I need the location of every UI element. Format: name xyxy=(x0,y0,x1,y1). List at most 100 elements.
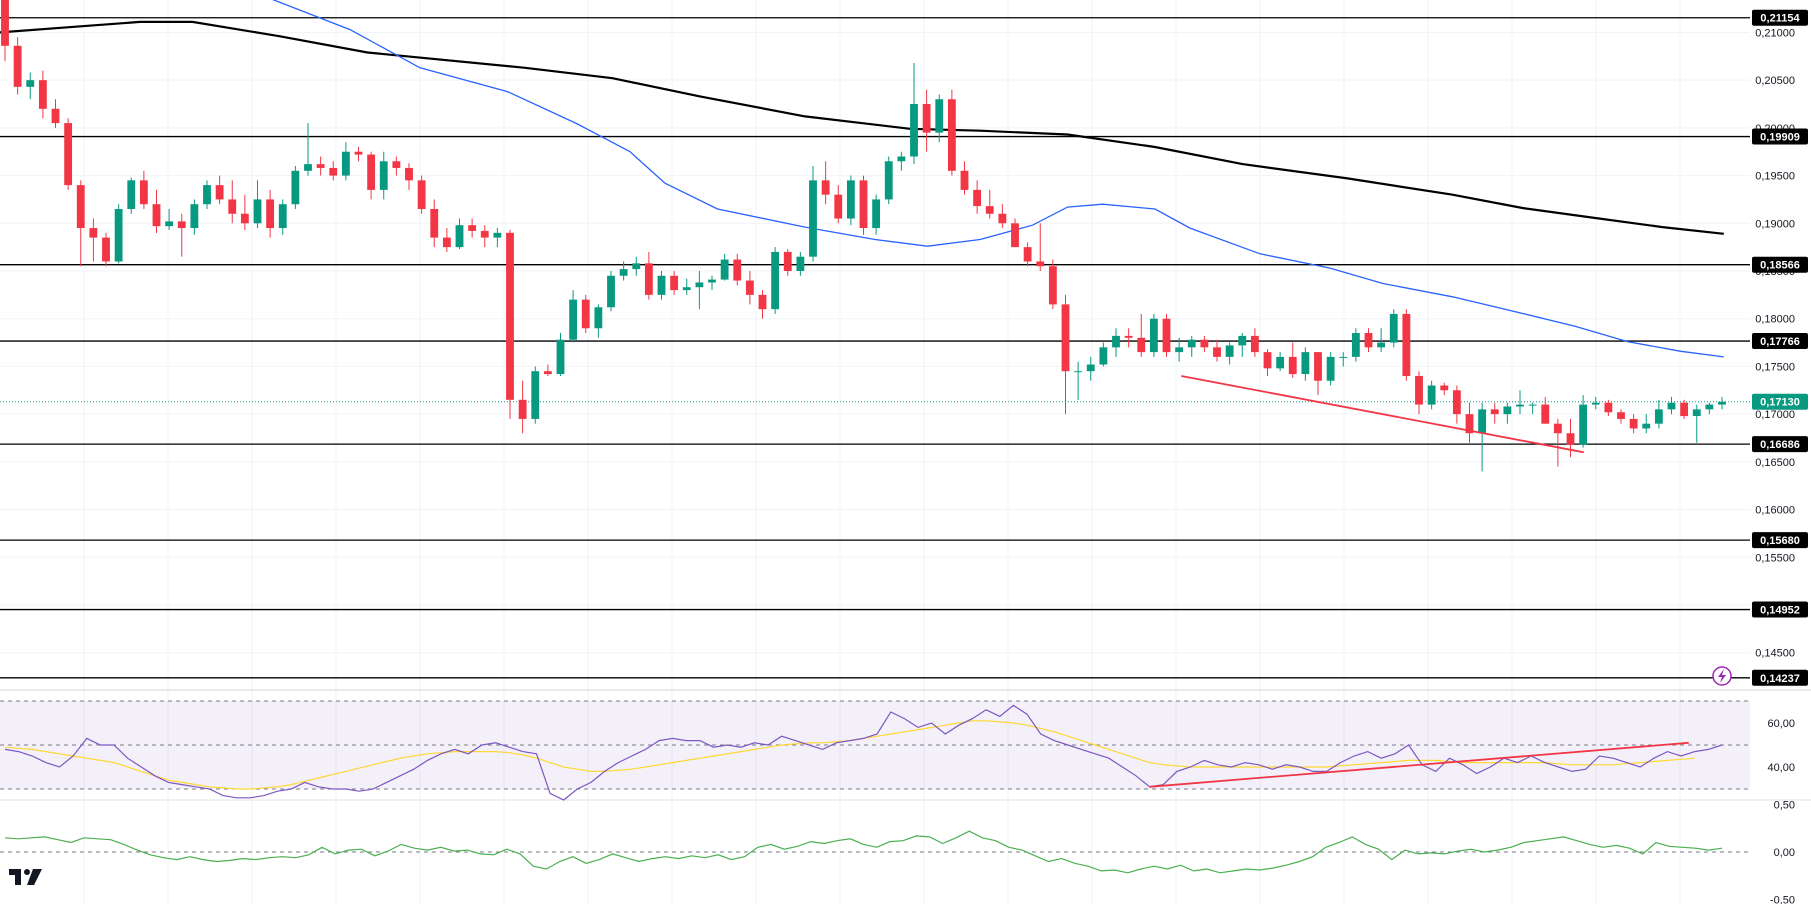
candle xyxy=(708,275,716,291)
candle xyxy=(758,290,767,319)
price-tick-label: 0,18000 xyxy=(1755,314,1795,326)
level-label-text: 0,19909 xyxy=(1760,132,1800,144)
candle-body xyxy=(1617,412,1625,419)
candle xyxy=(897,151,906,171)
candle xyxy=(64,118,73,190)
candle-body xyxy=(379,161,388,190)
candle xyxy=(1389,309,1398,348)
candle xyxy=(1124,328,1133,348)
candle xyxy=(1427,380,1436,410)
candle-body xyxy=(51,108,60,124)
candle xyxy=(657,271,666,300)
candle-body xyxy=(998,213,1007,224)
candle xyxy=(518,380,527,434)
candle xyxy=(1604,399,1613,417)
candle xyxy=(632,256,641,276)
candle-body xyxy=(354,151,363,155)
level-label-bg xyxy=(1752,9,1808,26)
candle-body xyxy=(405,167,413,181)
candle xyxy=(442,228,451,252)
candle xyxy=(13,37,22,95)
candle-body xyxy=(1680,402,1689,417)
candle xyxy=(1642,414,1651,434)
candle xyxy=(468,218,477,238)
candle xyxy=(278,199,287,235)
candle-body xyxy=(1213,347,1221,357)
candle-body xyxy=(745,280,754,295)
candle xyxy=(1301,347,1310,381)
alert-bolt-icon[interactable] xyxy=(1712,666,1732,686)
candle xyxy=(1288,342,1297,378)
tradingview-logo[interactable] xyxy=(9,867,43,887)
candle-body xyxy=(1642,423,1651,429)
candle xyxy=(493,228,502,248)
candle-body xyxy=(1074,371,1083,373)
candle-body xyxy=(1124,335,1133,338)
candle-body xyxy=(1490,409,1499,415)
candle xyxy=(152,189,161,233)
candle-body xyxy=(1579,404,1588,445)
candle-body xyxy=(872,199,881,229)
candle-body xyxy=(1718,401,1726,405)
candle xyxy=(1200,335,1209,353)
candle xyxy=(1705,402,1714,415)
candle xyxy=(1238,333,1247,357)
candle xyxy=(771,247,780,314)
candle-body xyxy=(1112,335,1120,348)
level-label-bg xyxy=(1752,393,1808,410)
candle xyxy=(922,89,931,152)
candle-body xyxy=(846,180,855,219)
candle-body xyxy=(367,154,376,190)
candle-body xyxy=(1187,339,1196,348)
candle xyxy=(1591,396,1600,410)
candle-body xyxy=(1478,409,1487,434)
candle-body xyxy=(1591,402,1600,405)
candlestick-series xyxy=(1,0,1726,472)
candle xyxy=(1528,402,1537,415)
candle-body xyxy=(1377,342,1386,348)
candle-body xyxy=(1225,345,1234,357)
price-tick-label: 0,20500 xyxy=(1755,75,1795,87)
candle-body xyxy=(1465,414,1474,434)
candle-body xyxy=(304,164,312,171)
candle xyxy=(1011,218,1019,248)
candle-body xyxy=(947,99,956,171)
candle xyxy=(203,180,211,209)
candle-body xyxy=(821,180,830,195)
candle xyxy=(190,199,199,235)
candle xyxy=(1276,352,1285,372)
candle xyxy=(89,218,98,262)
candle xyxy=(253,180,262,229)
candle-body xyxy=(203,185,211,205)
candle-body xyxy=(935,99,944,133)
candle-body xyxy=(1351,333,1360,357)
level-label-bg xyxy=(1752,601,1808,618)
candle-body xyxy=(329,167,338,176)
level-label-group: 0,21154 0,19909 0,18566 0,17766 0,16686 0,156… xyxy=(1752,9,1808,686)
candle-body xyxy=(543,371,552,375)
candle-body xyxy=(1667,402,1676,410)
candle xyxy=(1680,399,1689,419)
candle-body xyxy=(1339,356,1348,358)
candle-body xyxy=(177,221,186,229)
level-label-bg xyxy=(1752,669,1808,686)
level-label: 0,16686 xyxy=(1752,436,1808,453)
candle xyxy=(127,177,136,214)
candle-body xyxy=(1528,404,1537,406)
candle xyxy=(139,170,148,209)
candle xyxy=(556,333,565,376)
price-tick-label: 0,19000 xyxy=(1755,218,1795,230)
candle-body xyxy=(657,275,666,295)
candle xyxy=(240,194,249,230)
candle-body xyxy=(619,269,628,276)
candle xyxy=(480,225,489,248)
candle xyxy=(417,175,426,214)
rsi-line xyxy=(4,704,1723,801)
candle-body xyxy=(569,299,578,340)
long-moving-average xyxy=(0,20,1724,235)
candle xyxy=(1213,339,1221,362)
candle-body xyxy=(1440,385,1449,391)
candle-body xyxy=(1654,409,1663,424)
candle-body xyxy=(278,204,287,229)
